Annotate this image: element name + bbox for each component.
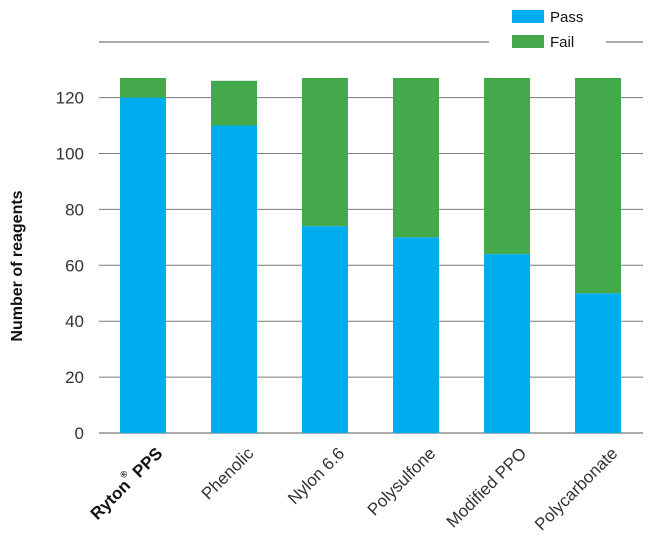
legend: Pass Fail xyxy=(512,9,583,51)
y-tick-label: 0 xyxy=(75,424,84,443)
bar-pass-phenolic xyxy=(211,125,257,433)
bar-pass-polycarbonate xyxy=(575,293,621,433)
x-tick-label: Nylon 6.6 xyxy=(284,444,348,508)
y-tick-labels: 0 20 40 60 80 100 120 xyxy=(56,89,84,443)
y-tick-label: 100 xyxy=(56,144,84,163)
legend-swatch-fail xyxy=(512,35,544,48)
bar-fail-polysulfone xyxy=(393,78,439,238)
legend-label-pass: Pass xyxy=(550,9,583,26)
bar-fail-nylon-6-6 xyxy=(302,78,348,227)
y-axis-title: Number of reagents xyxy=(9,190,26,341)
bar-pass-ryton-pps xyxy=(120,97,166,434)
y-tick-label: 60 xyxy=(65,256,84,275)
legend-swatch-pass xyxy=(512,10,544,23)
legend-label-fail: Fail xyxy=(550,34,574,51)
x-tick-label: Polysulfone xyxy=(364,444,440,520)
x-tick-label: Polycarbonate xyxy=(531,444,621,534)
y-tick-label: 80 xyxy=(65,200,84,219)
bar-fail-modified-ppo xyxy=(484,78,530,255)
x-tick-labels: Ryton® PPS Phenolic Nylon 6.6 Polysulfone Mo… xyxy=(84,441,622,535)
bar-fail-phenolic xyxy=(211,80,257,126)
bars xyxy=(120,78,621,434)
bar-pass-nylon-6-6 xyxy=(302,226,348,433)
x-tick-label: Ryton® PPS xyxy=(84,441,166,523)
gridlines xyxy=(99,97,643,434)
bar-pass-modified-ppo xyxy=(484,254,530,433)
y-tick-label: 20 xyxy=(65,368,84,387)
x-tick-label: Phenolic xyxy=(198,444,258,504)
bar-pass-polysulfone xyxy=(393,237,439,433)
x-tick-label: Modified PPO xyxy=(443,444,531,532)
bar-fail-ryton-pps xyxy=(120,78,166,98)
bar-fail-polycarbonate xyxy=(575,78,621,294)
y-tick-label: 40 xyxy=(65,312,84,331)
y-tick-label: 120 xyxy=(56,89,84,108)
